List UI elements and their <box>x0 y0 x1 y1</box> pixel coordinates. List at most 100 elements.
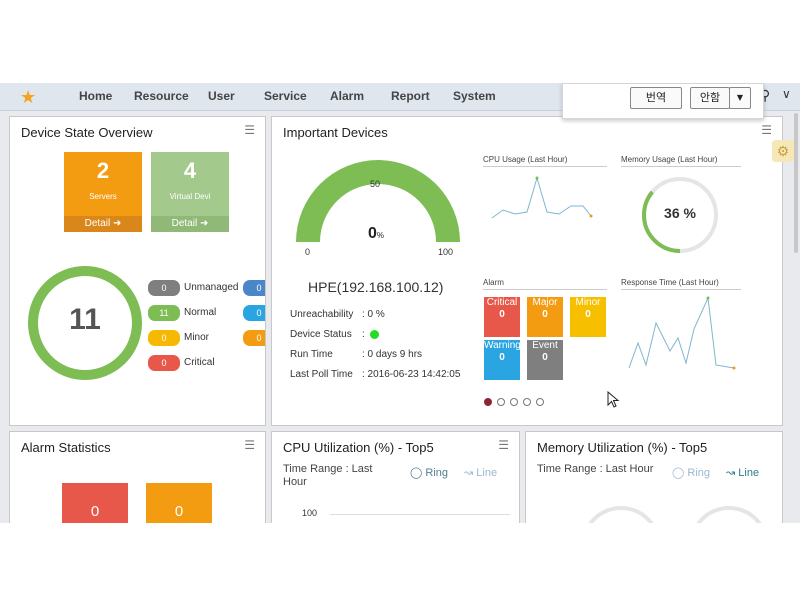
unreachability-value: : 0 % <box>362 309 385 320</box>
servers-label: Servers <box>89 192 117 201</box>
ring-icon: ◯ <box>672 467 685 479</box>
line-chart-icon: ↝ <box>464 467 474 479</box>
device-total-ring <box>28 266 142 380</box>
dropdown-arrow-icon[interactable]: ▼ <box>729 87 751 109</box>
alarm-event-box[interactable]: Event 0 <box>527 340 563 380</box>
last-poll-label: Last Poll Time <box>290 369 353 380</box>
run-time-label: Run Time <box>290 349 333 360</box>
cpu-chart-gridline <box>330 514 510 515</box>
alarm-statistics-panel: Alarm Statistics ☰ 0 0 <box>9 431 266 523</box>
nav-system[interactable]: System <box>453 89 496 103</box>
gauge-min-label: 0 <box>305 247 311 257</box>
cpu-usage-title: CPU Usage (Last Hour) <box>483 155 568 164</box>
minor-count-pill[interactable]: 0 <box>148 330 180 346</box>
pager-dot-2[interactable] <box>497 398 505 406</box>
panel-menu-icon[interactable]: ☰ <box>244 123 255 137</box>
response-title-underline <box>621 289 741 290</box>
nav-resource[interactable]: Resource <box>134 89 189 103</box>
favorite-star-icon[interactable]: ★ <box>20 87 37 107</box>
nav-report[interactable]: Report <box>391 89 430 103</box>
device-status-sep: : <box>362 329 365 340</box>
state-pill-blue[interactable]: 0 <box>243 280 265 296</box>
minor-label: Minor <box>184 332 210 343</box>
alarm-title: Alarm <box>483 278 504 287</box>
line-chart-icon: ↝ <box>726 467 736 479</box>
alarm-minor-box[interactable]: Minor 0 <box>570 297 606 337</box>
normal-count-pill[interactable]: 11 <box>148 305 180 321</box>
important-devices-panel: Important Devices ☰ 50 0 100 0% HPE(192.… <box>271 116 783 426</box>
translate-option-select[interactable]: 안함 <box>690 87 730 109</box>
search-icon[interactable]: ⚲ <box>760 87 771 103</box>
unreachability-label: Unreachability <box>290 309 354 320</box>
servers-detail-link[interactable]: Detail ➜ <box>64 216 142 232</box>
servers-tile[interactable]: 2 Servers Detail ➜ <box>64 152 142 232</box>
pager-dot-4[interactable] <box>523 398 531 406</box>
dashboard-screen: ★ Home Resource User Service Alarm Repor… <box>0 83 800 523</box>
memory-top5-ring-1 <box>588 506 654 523</box>
nav-home[interactable]: Home <box>79 89 113 103</box>
panel-menu-icon[interactable]: ☰ <box>761 123 772 137</box>
translate-button[interactable]: 번역 <box>630 87 682 109</box>
device-total-count: 11 <box>69 303 101 336</box>
response-time-title: Response Time (Last Hour) <box>621 278 719 287</box>
pager-dot-3[interactable] <box>510 398 518 406</box>
virtual-devices-tile[interactable]: 4 Virtual Devi Detail ➜ <box>151 152 229 232</box>
ring-icon: ◯ <box>410 467 423 479</box>
unreachability-gauge <box>296 160 460 242</box>
ring-view-toggle[interactable]: ◯ Ring <box>672 467 710 479</box>
gauge-max-label: 100 <box>438 247 454 257</box>
panel-title: Alarm Statistics <box>21 440 111 455</box>
last-poll-value: : 2016-06-23 14:42:05 <box>362 369 461 380</box>
page-scrollbar[interactable] <box>794 113 798 253</box>
unmanaged-count-pill[interactable]: 0 <box>148 280 180 296</box>
time-range-label: Time Range : Last <box>283 463 373 475</box>
panel-menu-icon[interactable]: ☰ <box>498 438 509 452</box>
panel-title: Device State Overview <box>21 125 153 140</box>
time-range-label: Time Range : Last Hour <box>537 463 654 475</box>
panel-title: Memory Utilization (%) - Top5 <box>537 440 708 455</box>
state-pill-orange[interactable]: 0 <box>243 330 265 346</box>
line-view-toggle[interactable]: ↝ Line <box>464 467 498 479</box>
unmanaged-label: Unmanaged <box>184 282 239 293</box>
device-status-label: Device Status <box>290 329 352 340</box>
servers-count: 2 <box>96 158 110 183</box>
normal-label: Normal <box>184 307 217 318</box>
panel-title: CPU Utilization (%) - Top5 <box>283 440 434 455</box>
memory-usage-ring <box>642 177 718 253</box>
response-time-sparkline <box>628 296 736 370</box>
time-range-label-2: Hour <box>283 476 307 488</box>
chevron-double-down-icon[interactable]: ∨ <box>782 87 791 101</box>
settings-gear-icon[interactable]: ⚙ <box>772 140 794 162</box>
device-state-overview-panel: Device State Overview ☰ 2 Servers Detail… <box>9 116 266 426</box>
virtual-detail-link[interactable]: Detail ➜ <box>151 216 229 232</box>
alarm-critical-box[interactable]: Critical 0 <box>484 297 520 337</box>
memory-title-underline <box>621 166 741 167</box>
cpu-usage-sparkline <box>491 176 593 219</box>
line-view-toggle[interactable]: ↝ Line <box>726 467 760 479</box>
critical-label: Critical <box>184 357 215 368</box>
alarm-stat-critical-tile[interactable]: 0 <box>62 483 128 523</box>
panel-menu-icon[interactable]: ☰ <box>244 438 255 452</box>
ring-view-toggle[interactable]: ◯ Ring <box>410 467 448 479</box>
alarm-stat-major-tile[interactable]: 0 <box>146 483 212 523</box>
nav-alarm[interactable]: Alarm <box>330 89 365 103</box>
gauge-value: 0% <box>368 225 385 242</box>
pager-dot-1-active[interactable] <box>484 398 492 406</box>
cpu-axis-tick-100: 100 <box>302 508 318 518</box>
state-pill-cyan[interactable]: 0 <box>243 305 265 321</box>
critical-count-pill[interactable]: 0 <box>148 355 180 371</box>
nav-user[interactable]: User <box>208 89 235 103</box>
alarm-warning-box[interactable]: Warning 0 <box>484 340 521 380</box>
virtual-label: Virtual Devi <box>169 192 211 201</box>
memory-top5-ring-2 <box>696 506 762 523</box>
panel-title: Important Devices <box>283 125 388 140</box>
translate-popup: 번역 안함 ▼ <box>562 83 764 119</box>
gauge-mid-label: 50 <box>370 179 381 189</box>
alarm-major-box[interactable]: Major 0 <box>527 297 563 337</box>
memory-top5-panel: Memory Utilization (%) - Top5 Time Range… <box>525 431 783 523</box>
cpu-top5-panel: CPU Utilization (%) - Top5 ☰ Time Range … <box>271 431 520 523</box>
mouse-cursor-icon <box>607 391 620 408</box>
nav-service[interactable]: Service <box>264 89 307 103</box>
device-name[interactable]: HPE(192.168.100.12) <box>308 279 444 295</box>
pager-dot-5[interactable] <box>536 398 544 406</box>
